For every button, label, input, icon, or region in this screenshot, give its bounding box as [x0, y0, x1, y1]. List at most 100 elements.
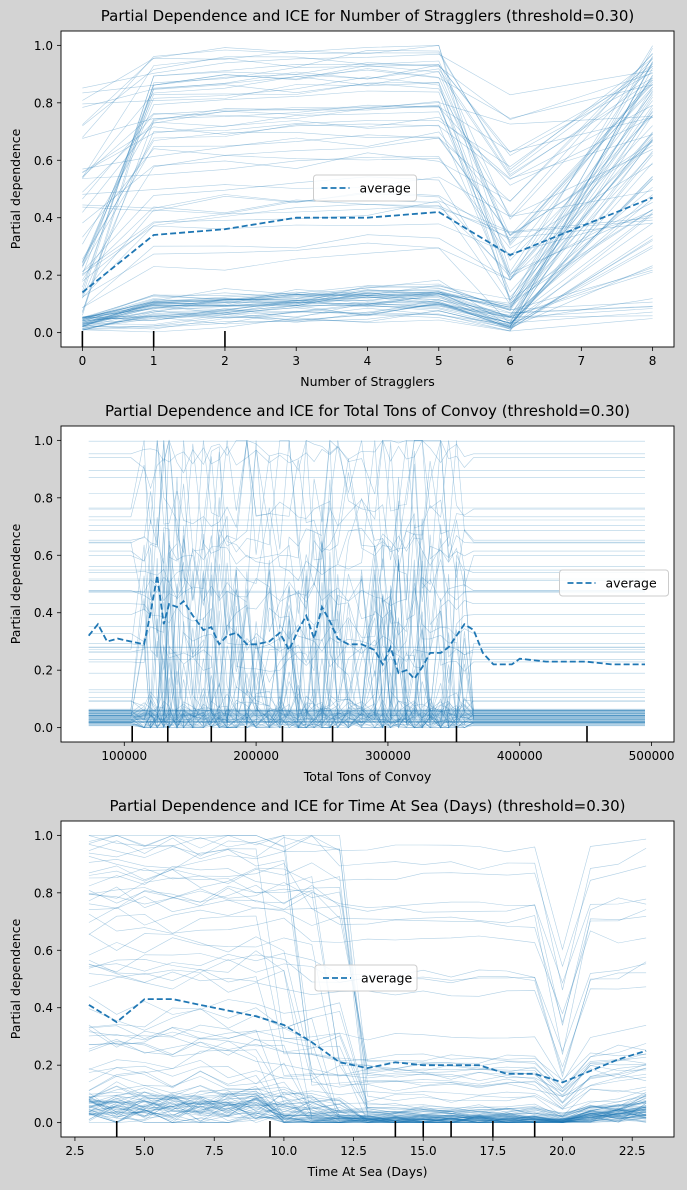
- x-tick-label: 7.5: [205, 1144, 224, 1158]
- ice-line: [88, 1093, 647, 1123]
- ice-line: [82, 203, 653, 298]
- legend-box: [314, 964, 418, 992]
- ice-line: [88, 1096, 647, 1122]
- ice-line: [88, 440, 645, 647]
- ice-line: [88, 605, 645, 729]
- ice-line: [82, 74, 653, 301]
- ice-line: [82, 194, 653, 318]
- ice-line: [82, 186, 653, 325]
- ice-line: [82, 304, 653, 324]
- ice-line: [88, 1092, 647, 1122]
- ice-line: [82, 116, 653, 262]
- ice-line: [88, 907, 647, 1089]
- ice-line: [88, 913, 647, 1081]
- ice-line: [88, 524, 645, 728]
- chart-panel: 2.5 5.0 7.5 10.0 12.5 15.0 17.5 20.0 22.5 0.0 0.2 0…: [8, 797, 675, 1179]
- ice-line: [88, 574, 645, 729]
- ice-line: [88, 1099, 647, 1123]
- ice-line: [82, 69, 653, 316]
- ice-line: [82, 298, 653, 318]
- ice-line: [82, 45, 653, 302]
- ice-line: [88, 835, 647, 1097]
- ice-line: [88, 552, 645, 729]
- ice-line: [88, 865, 647, 1093]
- ice-line: [88, 1096, 647, 1123]
- x-tick-label: 22.5: [619, 1144, 646, 1158]
- x-tick-label: 17.5: [480, 1144, 507, 1158]
- ice-line: [88, 1085, 647, 1123]
- y-axis-label: Partial dependence: [8, 523, 23, 644]
- legend-label: average: [361, 971, 412, 986]
- x-tick-label: 1: [150, 354, 158, 368]
- ice-line: [88, 557, 645, 729]
- ice-line: [88, 575, 645, 729]
- y-tick-label: 1.0: [34, 829, 53, 843]
- y-tick-label: 0.8: [34, 96, 53, 110]
- lines-group: [87, 439, 645, 729]
- x-axis-label: Number of Stragglers: [300, 374, 435, 389]
- y-tick-label: 1.0: [34, 39, 53, 53]
- ice-line: [88, 1112, 647, 1123]
- ice-line: [88, 1075, 647, 1120]
- ice-line: [88, 558, 645, 729]
- ice-line: [88, 1093, 647, 1122]
- ice-line: [88, 1049, 647, 1117]
- ice-line: [88, 504, 645, 704]
- ice-line: [88, 1062, 647, 1117]
- ice-line: [88, 835, 647, 1092]
- x-tick-label: 500000: [629, 749, 675, 763]
- chart-panel: 100000 200000 300000 400000 500000 0.0 0.2 0.4 0…: [8, 402, 674, 784]
- ice-line: [88, 837, 647, 1117]
- ice-line: [88, 1097, 647, 1122]
- ice-line: [88, 1087, 647, 1119]
- x-tick-label: 5.0: [135, 1144, 154, 1158]
- axes-frame: [60, 425, 675, 743]
- ice-line: [82, 162, 653, 325]
- ice-line: [82, 199, 653, 277]
- ice-line: [88, 1097, 647, 1123]
- ice-line: [88, 1095, 647, 1123]
- ice-line: [88, 913, 647, 1015]
- ice-line: [88, 1091, 647, 1123]
- ice-line: [88, 1025, 647, 1117]
- ice-line: [82, 178, 653, 323]
- ice-line: [82, 104, 653, 152]
- x-tick-label: 3: [292, 354, 300, 368]
- ice-line: [88, 1106, 647, 1123]
- ice-line: [88, 1095, 647, 1123]
- ice-line: [82, 64, 653, 299]
- y-tick-label: 0.2: [34, 664, 53, 678]
- ice-line: [82, 106, 653, 186]
- legend: average: [314, 964, 418, 992]
- ice-line: [88, 583, 645, 729]
- ice-line: [88, 569, 645, 729]
- ice-line: [88, 1092, 647, 1122]
- ice-line: [88, 1111, 647, 1123]
- ice-line: [88, 439, 645, 629]
- ice-line: [82, 271, 653, 325]
- y-tick-label: 0.6: [34, 944, 53, 958]
- ice-line: [88, 580, 645, 729]
- ice-line: [82, 292, 653, 322]
- ice-line: [82, 209, 653, 320]
- ice-line: [82, 53, 653, 96]
- ice-line: [88, 1024, 647, 1122]
- ice-line: [82, 138, 653, 333]
- ice-line: [82, 81, 653, 304]
- ice-line: [88, 1095, 647, 1123]
- x-tick-label: 100000: [101, 749, 147, 763]
- ice-line: [88, 558, 645, 728]
- x-tick-label: 7: [578, 354, 586, 368]
- ice-line: [82, 105, 653, 180]
- y-tick-label: 0.6: [34, 549, 53, 563]
- ice-line: [82, 59, 653, 238]
- ice-line: [82, 96, 653, 323]
- legend-box: [559, 569, 669, 597]
- ice-line: [82, 290, 653, 322]
- ice-line: [88, 1095, 647, 1122]
- ice-line: [88, 844, 647, 1083]
- ice-line: [82, 102, 653, 312]
- ice-line: [88, 570, 645, 729]
- ice-line: [82, 110, 653, 321]
- ice-line: [88, 937, 647, 1097]
